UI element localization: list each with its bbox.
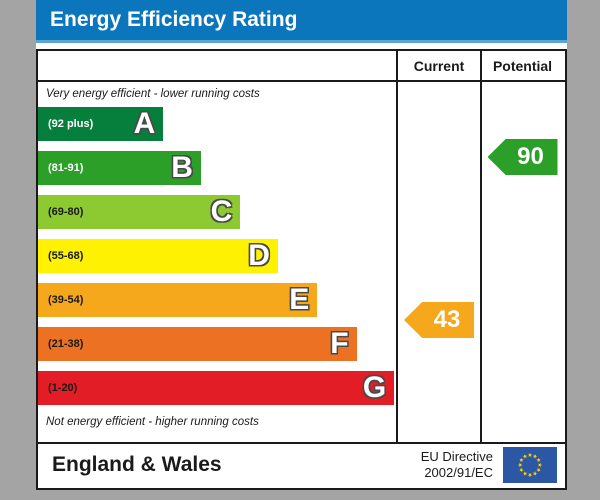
band-bar-d: (55-68) D <box>38 239 278 273</box>
eu-directive-line2: 2002/91/EC <box>424 465 493 480</box>
current-column-header: Current <box>396 51 480 80</box>
potential-rating-column: 90 <box>480 82 563 442</box>
potential-column-header: Potential <box>480 51 563 80</box>
current-header-label: Current <box>413 57 465 74</box>
band-range-label: (21-38) <box>48 338 84 350</box>
band-letter: C <box>210 195 233 228</box>
band-bar-e: (39-54) E <box>38 283 318 317</box>
band-letter: G <box>362 371 387 404</box>
page-title: Energy Efficiency Rating <box>50 8 298 31</box>
current-rating-value: 43 <box>433 306 461 333</box>
band-list: (92 plus) A (81-91) B (69-80) C (55-68) D (39-54… <box>38 102 396 410</box>
band-letter: D <box>248 239 270 272</box>
potential-header-label: Potential <box>492 57 553 74</box>
band-row-f: (21-38) F <box>38 322 396 366</box>
band-letter: F <box>330 327 349 360</box>
band-bar-c: (69-80) C <box>38 195 241 229</box>
band-row-d: (55-68) D <box>38 234 396 278</box>
band-row-g: (1-20) G <box>38 366 396 410</box>
rating-table: Current Potential Very energy efficient … <box>36 49 567 490</box>
band-range-label: (81-91) <box>48 162 84 174</box>
chart-body-row: Very energy efficient - lower running co… <box>38 82 565 442</box>
band-bar-a: (92 plus) A <box>38 107 164 141</box>
band-range-label: (55-68) <box>48 250 84 262</box>
bands-column: Very energy efficient - lower running co… <box>38 82 396 442</box>
band-bar-f: (21-38) F <box>38 327 357 361</box>
band-row-a: (92 plus) A <box>38 102 396 146</box>
top-note: Very energy efficient - lower running co… <box>46 88 260 100</box>
region-label: England & Wales <box>52 453 222 476</box>
band-letter: A <box>133 107 156 140</box>
epc-rating-panel: Energy Efficiency Rating Current Potenti… <box>36 0 567 490</box>
eu-flag-icon <box>501 447 559 483</box>
table-header-row: Current Potential <box>38 51 565 82</box>
footer-row: England & Wales EU Directive 2002/91/EC <box>38 442 565 486</box>
band-letter: B <box>171 151 193 184</box>
band-range-label: (1-20) <box>48 382 78 394</box>
title-bar: Energy Efficiency Rating <box>36 0 567 43</box>
potential-rating-arrow: 90 <box>487 139 558 175</box>
chart-header-cell <box>38 51 396 80</box>
eu-directive-line1: EU Directive <box>420 448 493 464</box>
band-bar-b: (81-91) B <box>38 151 201 185</box>
band-range-label: (69-80) <box>48 206 84 218</box>
potential-rating-value: 90 <box>517 143 544 170</box>
band-row-c: (69-80) C <box>38 190 396 234</box>
current-rating-arrow: 43 <box>404 302 474 338</box>
band-range-label: (39-54) <box>48 294 84 306</box>
band-row-e: (39-54) E <box>38 278 396 322</box>
band-bar-g: (1-20) G <box>38 371 395 405</box>
eu-directive-label: EU Directive 2002/91/EC <box>421 449 493 482</box>
band-range-label: (92 plus) <box>48 118 94 130</box>
band-letter: E <box>289 283 310 316</box>
band-row-b: (81-91) B <box>38 146 396 190</box>
current-rating-column: 43 <box>396 82 480 442</box>
bottom-note: Not energy efficient - higher running co… <box>46 416 259 428</box>
